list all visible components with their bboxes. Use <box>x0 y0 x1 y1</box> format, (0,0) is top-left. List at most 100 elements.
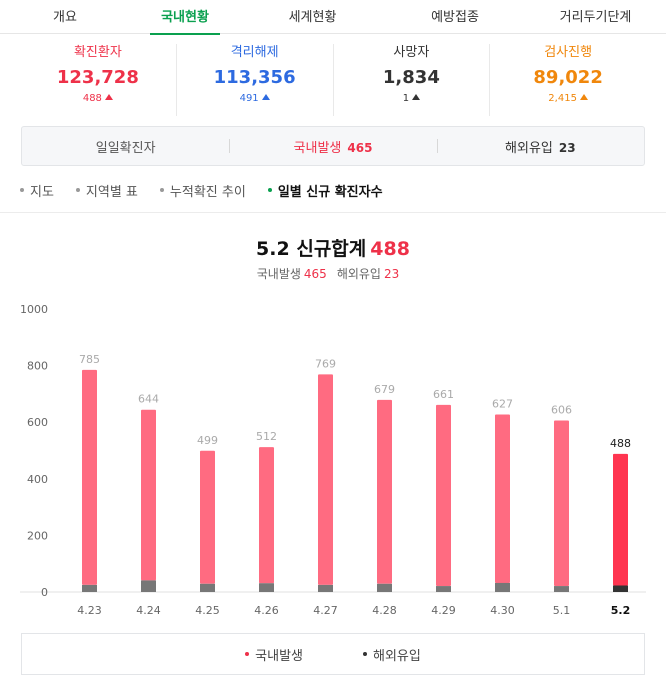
bar-data-label: 488 <box>610 437 631 450</box>
subnav-map[interactable]: 지도 <box>20 180 54 200</box>
bullet-icon <box>267 188 272 192</box>
stat-value: 123,728 <box>56 67 139 88</box>
bar-data-label: 644 <box>138 393 159 406</box>
chart-subtitle: 국내발생 465 해외유입 23 <box>0 265 666 282</box>
bar-overseas <box>82 584 97 592</box>
stat-delta-value: 488 <box>82 93 102 104</box>
bar-domestic <box>554 420 569 587</box>
stat-released: 격리해제 113,356 491 <box>177 44 334 116</box>
up-arrow-icon <box>412 94 421 100</box>
stat-confirmed: 확진환자 123,728 488 <box>20 44 177 116</box>
up-arrow-icon <box>579 94 588 100</box>
legend-label: 해외유입 <box>373 648 421 664</box>
stat-value: 89,022 <box>533 67 603 88</box>
x-tick-label: 4.30 <box>490 604 515 617</box>
stats-summary: 확진환자 123,728 488 격리해제 113,356 491 사망자 1,… <box>20 44 646 116</box>
stat-delta: 1 <box>334 92 490 106</box>
subnav-label: 지역별 표 <box>85 184 138 200</box>
chart-sub-domestic-label: 국내발생 <box>256 267 301 281</box>
domestic-label: 국내발생 <box>293 140 342 156</box>
tab-overview[interactable]: 개요 <box>53 10 77 25</box>
stat-delta-value: 491 <box>239 93 259 104</box>
daily-confirmed-label: 일일확진자 <box>22 137 229 156</box>
bar-domestic <box>141 409 156 581</box>
tab-distancing[interactable]: 거리두기단계 <box>559 10 632 25</box>
stat-label: 사망자 <box>393 45 430 60</box>
stat-value: 113,356 <box>213 67 296 88</box>
daily-breakdown: 일일확진자 국내발생 465 해외유입 23 <box>21 126 645 166</box>
x-tick-label: 4.24 <box>136 604 161 617</box>
bullet-icon <box>159 188 164 192</box>
daily-label-text: 일일확진자 <box>95 140 156 156</box>
chart-legend: 국내발생 해외유입 <box>21 633 645 675</box>
up-arrow-icon <box>104 94 113 100</box>
bar-data-label: 512 <box>256 430 277 443</box>
domestic-value: 465 <box>347 140 373 155</box>
chart-title: 5.2 신규합계 488 <box>0 234 666 261</box>
up-arrow-icon <box>261 94 270 100</box>
bar-data-label: 679 <box>374 383 395 396</box>
subnav-label: 일별 신규 확진자수 <box>277 184 383 200</box>
stat-delta-value: 1 <box>402 93 410 104</box>
subnav-daily-new[interactable]: 일별 신규 확진자수 <box>267 180 383 200</box>
daily-cases-bar-chart: 0 200 400 600 800 1000 785 4.23 644 4.24 499 4.25 51… <box>20 303 646 617</box>
overseas-value: 23 <box>558 140 576 155</box>
domestic-breakdown: 국내발생 465 <box>229 137 436 156</box>
tab-vaccination[interactable]: 예방접종 <box>431 10 479 25</box>
stat-testing: 검사진행 89,022 2,415 <box>490 44 646 116</box>
y-tick-label: 600 <box>27 416 48 429</box>
bar-domestic <box>200 450 215 584</box>
bar-overseas <box>200 583 215 592</box>
overseas-label: 해외유입 <box>505 140 553 156</box>
y-tick-label: 0 <box>41 586 48 599</box>
y-tick-label: 800 <box>27 360 48 373</box>
chart-total: 488 <box>370 238 410 260</box>
x-tick-label: 5.2 <box>611 604 631 617</box>
chart-sub-overseas-label: 해외유입 <box>336 267 381 281</box>
bar-domestic <box>613 453 628 586</box>
legend-label: 국내발생 <box>255 648 303 664</box>
x-tick-label: 4.23 <box>77 604 102 617</box>
bullet-icon <box>20 188 24 192</box>
bar-data-label: 769 <box>315 357 336 370</box>
x-tick-label: 4.28 <box>372 604 397 617</box>
chart-title-text: 신규합계 <box>296 238 367 260</box>
bar-domestic <box>318 374 333 585</box>
tab-domestic[interactable]: 국내현황 <box>130 0 240 35</box>
bar-overseas <box>259 583 274 592</box>
x-tick-label: 4.25 <box>195 604 220 617</box>
bar-overseas <box>554 586 569 592</box>
top-tabs: 개요 국내현황 세계현황 예방접종 거리두기단계 <box>0 0 666 35</box>
bar-overseas <box>436 586 451 592</box>
chart-sub-domestic-value: 465 <box>303 267 327 281</box>
bar-domestic <box>82 369 97 585</box>
bar-data-label: 661 <box>433 388 454 401</box>
stat-value: 1,834 <box>382 67 440 88</box>
bullet-icon <box>75 188 80 192</box>
stat-label: 검사진행 <box>544 45 593 60</box>
tab-world[interactable]: 세계현황 <box>288 10 337 25</box>
subnav-region-table[interactable]: 지역별 표 <box>75 180 138 200</box>
legend-item-overseas[interactable]: 해외유입 <box>363 645 421 664</box>
subnav-label: 누적확진 추이 <box>169 184 246 200</box>
stat-deaths: 사망자 1,834 1 <box>334 44 491 116</box>
bar-domestic <box>259 447 274 584</box>
bar-data-label: 499 <box>197 434 218 447</box>
stat-label: 확진환자 <box>73 45 122 60</box>
legend-item-domestic[interactable]: 국내발생 <box>245 645 303 664</box>
y-tick-label: 400 <box>27 473 48 486</box>
bar-data-label: 785 <box>79 353 100 366</box>
x-tick-label: 4.26 <box>254 604 279 617</box>
stat-delta: 2,415 <box>490 92 646 106</box>
overseas-breakdown: 해외유입 23 <box>436 137 644 156</box>
bar-domestic <box>377 399 392 584</box>
legend-dot-icon <box>245 652 250 656</box>
stat-delta: 491 <box>177 92 333 106</box>
subnav-cumulative[interactable]: 누적확진 추이 <box>159 180 246 200</box>
chart-date: 5.2 <box>256 238 290 260</box>
y-tick-label: 1000 <box>20 303 48 316</box>
section-divider <box>0 212 666 213</box>
bar-overseas <box>613 585 628 592</box>
subnav-label: 지도 <box>30 184 54 200</box>
bar-domestic <box>495 414 510 583</box>
